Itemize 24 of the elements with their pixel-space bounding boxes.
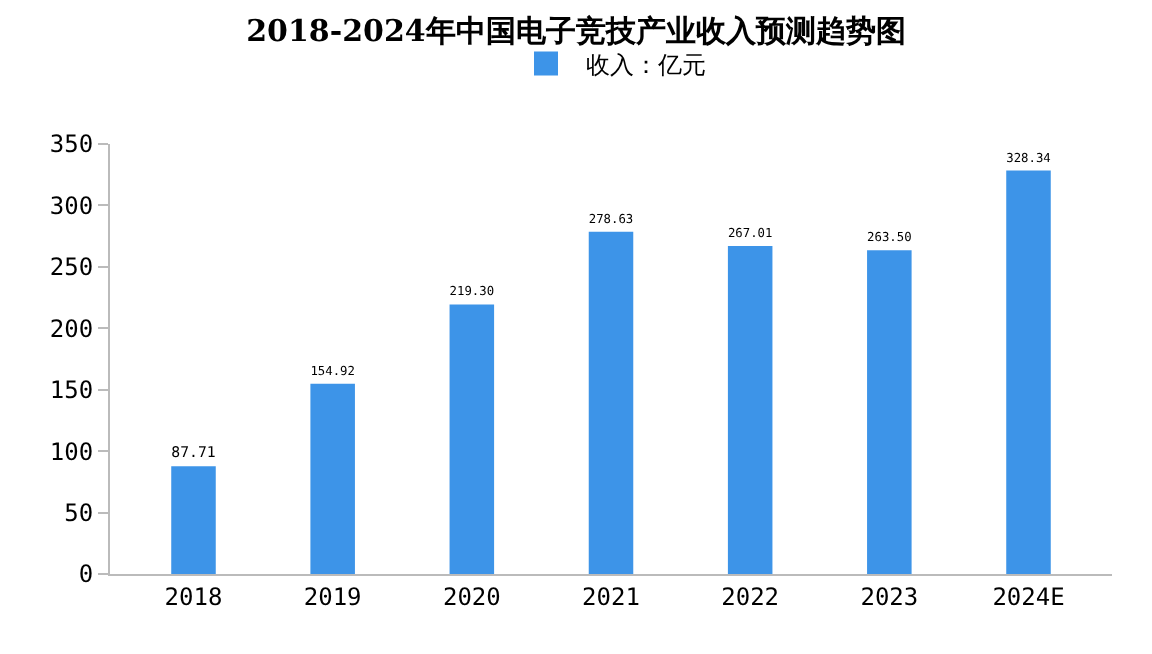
x-tick-label: 2020 bbox=[442, 582, 501, 611]
bar bbox=[1006, 170, 1051, 574]
chart-title: 2018-2024年中国电子竞技产业收入预测趋势图 bbox=[246, 12, 906, 49]
y-tick-label: 100 bbox=[49, 437, 94, 466]
bar bbox=[171, 466, 216, 574]
bar bbox=[449, 304, 495, 574]
y-tick-label: 50 bbox=[64, 498, 94, 527]
bar bbox=[727, 245, 773, 574]
bar bbox=[867, 250, 912, 574]
x-tick-label: 2021 bbox=[582, 582, 640, 611]
y-tick-label: 250 bbox=[49, 253, 94, 282]
x-tick-label: 2024E bbox=[992, 582, 1065, 611]
x-tick-label: 2022 bbox=[721, 582, 780, 611]
y-tick-label: 150 bbox=[49, 376, 94, 405]
legend-label: 收入：亿元 bbox=[586, 50, 706, 79]
y-tick-label: 350 bbox=[49, 130, 94, 159]
y-tick-label: 0 bbox=[78, 560, 94, 589]
bar bbox=[310, 383, 355, 574]
y-tick-label: 300 bbox=[49, 191, 94, 220]
x-tick-label: 2019 bbox=[303, 582, 362, 611]
x-tick-label: 2018 bbox=[164, 582, 223, 611]
bar bbox=[588, 231, 634, 574]
x-tick-label: 2023 bbox=[860, 582, 919, 611]
y-tick-label: 200 bbox=[49, 314, 94, 343]
